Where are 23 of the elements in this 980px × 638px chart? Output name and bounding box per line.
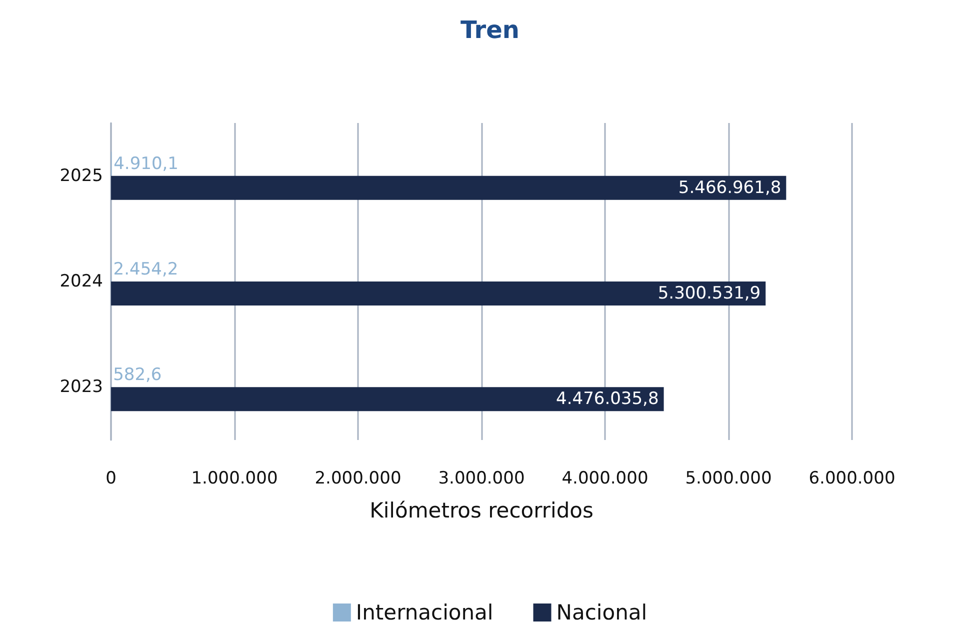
- bar: [111, 176, 786, 200]
- bar: [111, 387, 664, 412]
- y-tick-label: 2025: [60, 166, 103, 186]
- x-tick-label: 5.000.000: [685, 468, 772, 488]
- y-tick-label: 2023: [60, 377, 103, 398]
- x-tick-label: 2.000.000: [314, 468, 402, 488]
- x-tick-label: 0: [106, 468, 116, 488]
- legend-label: Internacional: [356, 600, 494, 624]
- y-tick-label: 2024: [60, 272, 103, 292]
- x-tick-label: 6.000.000: [808, 468, 896, 488]
- x-tick-label: 1.000.000: [191, 468, 278, 488]
- x-axis-title: Kilómetros recorridos: [370, 498, 594, 522]
- data-label: 4.910,1: [114, 154, 178, 174]
- x-tick-label: 3.000.000: [438, 468, 525, 488]
- x-tick-label: 4.000.000: [562, 468, 648, 488]
- data-label: 4.476.035,8: [556, 389, 659, 410]
- legend-label: Nacional: [556, 600, 648, 624]
- chart-title: Tren: [460, 16, 520, 44]
- bar: [111, 282, 766, 306]
- data-label: 582,6: [113, 365, 162, 386]
- data-label: 2.454,2: [113, 260, 178, 280]
- data-label: 5.466.961,8: [678, 178, 782, 198]
- data-label: 5.300.531,9: [658, 284, 761, 304]
